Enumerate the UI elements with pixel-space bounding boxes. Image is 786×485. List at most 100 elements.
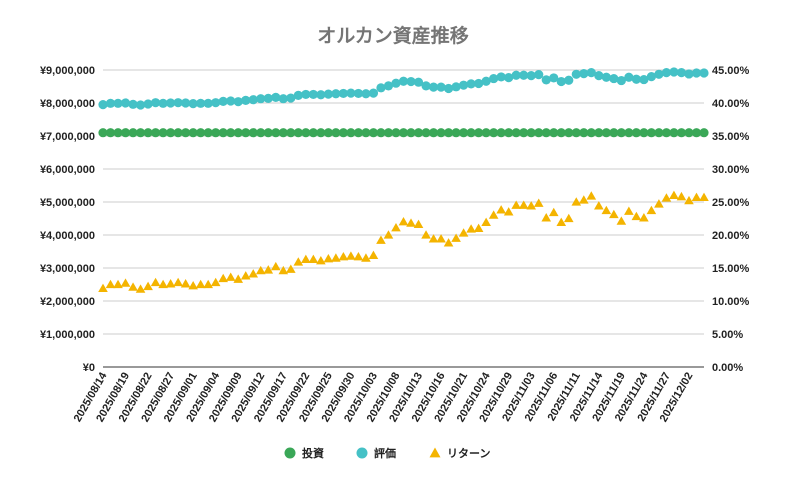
data-point — [158, 98, 168, 108]
data-point — [586, 68, 596, 78]
data-point — [654, 199, 664, 208]
data-point — [241, 95, 251, 105]
data-point — [669, 128, 679, 138]
data-point — [353, 128, 364, 138]
data-point — [428, 128, 439, 138]
data-point — [699, 128, 709, 138]
data-point — [654, 128, 664, 138]
data-point — [421, 128, 431, 138]
data-point — [173, 277, 183, 287]
data-point — [481, 217, 491, 227]
data-point — [564, 128, 574, 138]
left-tick-label: ¥6,000,000 — [40, 164, 95, 176]
data-point — [616, 128, 626, 138]
data-point — [203, 98, 213, 108]
data-point — [699, 192, 709, 201]
data-point — [428, 82, 439, 92]
data-point — [353, 88, 364, 99]
data-point — [691, 192, 702, 201]
data-point — [270, 261, 281, 271]
data-point — [691, 128, 702, 138]
data-point — [398, 217, 409, 226]
data-point — [489, 73, 499, 84]
left-tick-label: ¥4,000,000 — [40, 230, 95, 242]
data-point — [504, 72, 514, 83]
data-point — [661, 193, 672, 202]
data-point — [451, 233, 461, 242]
data-point — [226, 128, 236, 138]
right-tick-label: 30.00% — [712, 164, 750, 176]
data-point — [466, 224, 476, 233]
data-point — [413, 77, 424, 87]
right-axis-ticks: 0.00% 5.00% 10.00% 15.00% 20.00% 25.00% 30.00%… — [712, 65, 750, 374]
data-point — [496, 72, 506, 82]
data-point — [338, 128, 348, 138]
data-point — [601, 128, 611, 138]
data-point — [406, 218, 416, 227]
data-point — [586, 191, 597, 200]
data-point — [451, 82, 461, 92]
data-point — [316, 255, 326, 265]
data-point — [398, 76, 409, 86]
data-point — [699, 68, 709, 78]
data-point — [180, 279, 191, 288]
data-point — [624, 128, 634, 138]
data-point — [571, 128, 581, 138]
right-tick-label: 0.00% — [712, 362, 743, 374]
data-point — [346, 128, 356, 138]
data-point — [331, 128, 341, 138]
data-point — [361, 89, 371, 99]
data-point — [188, 281, 198, 290]
data-point — [451, 128, 461, 138]
right-tick-label: 20.00% — [712, 230, 750, 242]
right-tick-label: 15.00% — [712, 263, 750, 275]
data-point — [489, 128, 499, 138]
data-point — [271, 92, 281, 102]
data-point — [413, 219, 424, 229]
data-point — [661, 68, 672, 78]
legend-label: リターン — [447, 447, 490, 460]
data-point — [473, 223, 484, 232]
right-tick-label: 25.00% — [712, 197, 750, 209]
data-point — [549, 128, 559, 138]
data-point — [278, 128, 288, 138]
data-point — [391, 222, 401, 232]
data-point — [519, 70, 529, 80]
data-point — [196, 128, 206, 138]
data-point — [143, 99, 153, 109]
data-point — [691, 68, 702, 78]
data-point — [639, 74, 649, 85]
data-point — [646, 205, 657, 215]
data-point — [376, 83, 386, 93]
data-point — [579, 69, 589, 79]
data-point — [518, 200, 529, 209]
data-point — [398, 128, 409, 138]
data-point — [188, 99, 198, 109]
left-axis-ticks: ¥0 ¥1,000,000 ¥2,000,000 ¥3,000,000 ¥4,000,0… — [40, 65, 95, 374]
data-point — [135, 284, 146, 293]
data-point — [316, 128, 326, 138]
data-point — [98, 128, 108, 138]
data-point — [579, 128, 589, 138]
data-point — [188, 128, 198, 138]
data-point — [526, 71, 536, 81]
series-layer — [98, 67, 709, 293]
data-point — [684, 195, 694, 205]
data-point — [481, 76, 491, 86]
data-point — [601, 205, 612, 215]
data-point — [263, 93, 273, 103]
data-point — [256, 94, 266, 104]
left-tick-label: ¥9,000,000 — [40, 65, 95, 77]
data-point — [624, 206, 634, 215]
data-point — [143, 128, 153, 138]
data-point — [413, 128, 424, 138]
data-point — [594, 128, 604, 138]
data-point — [166, 98, 176, 108]
data-point — [225, 272, 236, 281]
data-point — [526, 201, 537, 210]
data-point — [571, 69, 581, 79]
data-point — [286, 128, 296, 138]
data-point — [196, 98, 206, 108]
data-point — [684, 128, 694, 138]
data-point — [263, 128, 273, 138]
